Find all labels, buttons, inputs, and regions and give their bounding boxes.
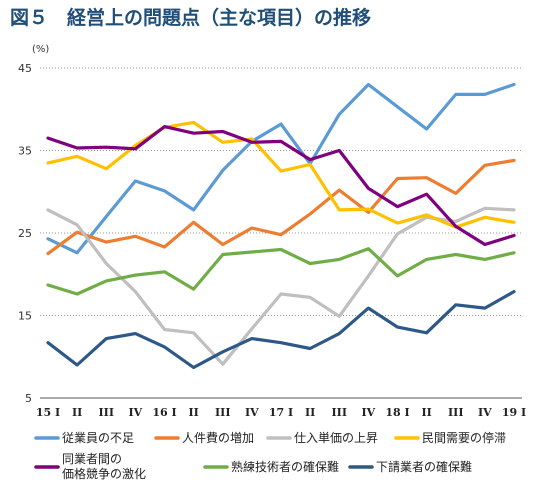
legend-label: 従業員の不足 [62, 431, 134, 445]
legend-label: 下請業者の確保難 [376, 459, 472, 474]
series-line [46, 247, 516, 296]
x-tick-label: III [332, 406, 347, 419]
x-tick-label: II [421, 406, 431, 419]
legend-label: 同業者間の [62, 452, 122, 466]
y-tick-label: 15 [18, 310, 32, 323]
y-unit-label: (%) [32, 44, 49, 55]
series-line [46, 120, 516, 229]
series-line [46, 206, 516, 366]
x-tick-label: III [99, 406, 114, 419]
x-tick-label: 17 I [269, 406, 293, 419]
series-line [46, 82, 516, 255]
series-lines [46, 82, 516, 370]
legend-label: 熟練技術者の確保難 [231, 459, 339, 474]
legend-label: 価格競争の激化 [62, 466, 146, 481]
legend-label: 民間需要の停滞 [422, 430, 506, 445]
legend-label: 仕入単価の上昇 [294, 431, 378, 445]
x-tick-label: III [215, 406, 230, 419]
x-tick-label: IV [245, 406, 259, 419]
x-tick-label: 15 I [36, 406, 60, 419]
x-tick-label: IV [129, 406, 143, 419]
x-tick-label: 19 I [502, 406, 526, 419]
y-tick-label: 25 [18, 227, 32, 240]
x-tick-label: II [305, 406, 315, 419]
legend-label: 人件費の増加 [182, 430, 254, 445]
x-tick-label: IV [362, 406, 376, 419]
series-line [46, 290, 516, 370]
x-tick-label: II [188, 406, 198, 419]
y-tick-label: 35 [18, 145, 32, 158]
x-tick-label: 16 I [152, 406, 176, 419]
chart-title: 図５ 経営上の問題点（主な項目）の推移 [10, 6, 371, 29]
x-tick-label: III [448, 406, 463, 419]
series-line [46, 158, 516, 256]
x-tick-label: IV [478, 406, 492, 419]
x-tick-label: 18 I [385, 406, 409, 419]
series-line [46, 124, 516, 247]
y-tick-label: 5 [25, 392, 32, 405]
x-tick-label: II [72, 406, 82, 419]
y-tick-label: 45 [18, 62, 32, 75]
